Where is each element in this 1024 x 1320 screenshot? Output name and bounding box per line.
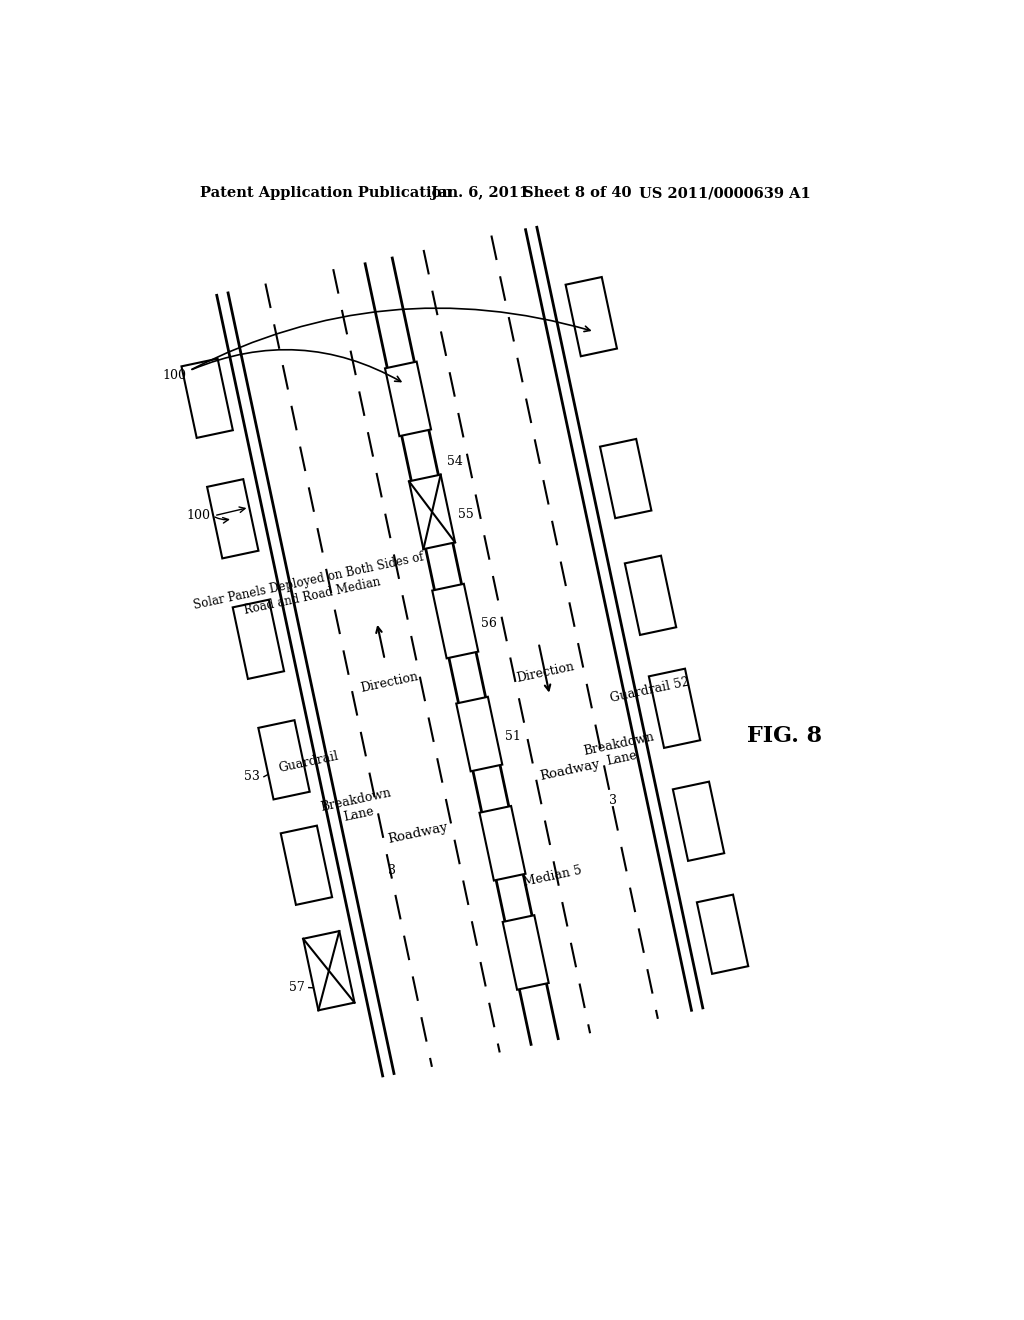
Polygon shape [479,807,525,880]
Text: 3: 3 [609,793,617,807]
Text: Guardrail 52: Guardrail 52 [608,676,690,705]
Polygon shape [625,556,676,635]
Text: Sheet 8 of 40: Sheet 8 of 40 [523,186,632,201]
Text: 3: 3 [388,865,396,878]
Text: 53: 53 [244,770,260,783]
Text: Direction: Direction [359,669,420,694]
Text: Guardrail: Guardrail [276,750,339,775]
Polygon shape [697,895,749,974]
Text: 55: 55 [458,508,473,521]
Text: US 2011/0000639 A1: US 2011/0000639 A1 [639,186,811,201]
Polygon shape [409,475,455,549]
Polygon shape [432,583,478,659]
Polygon shape [565,277,617,356]
Polygon shape [649,669,700,748]
Text: Breakdown
Lane: Breakdown Lane [583,730,658,772]
Text: 54: 54 [446,455,463,469]
Text: Direction: Direction [515,660,575,685]
Text: Roadway: Roadway [386,821,450,846]
Polygon shape [385,362,431,436]
Text: Patent Application Publication: Patent Application Publication [200,186,452,201]
Polygon shape [232,599,284,678]
Text: Breakdown
Lane: Breakdown Lane [318,787,395,829]
Text: 51: 51 [505,730,521,743]
Polygon shape [181,359,232,438]
Text: Roadway: Roadway [539,758,601,783]
Polygon shape [258,721,309,800]
Text: 100: 100 [186,510,210,523]
Polygon shape [207,479,258,558]
Text: 100: 100 [163,368,186,381]
Polygon shape [303,931,354,1010]
Polygon shape [281,825,332,906]
Text: Median 5: Median 5 [522,863,584,888]
Text: Solar Panels Deployed on Both Sides of
Road and Road Median: Solar Panels Deployed on Both Sides of R… [193,550,429,627]
Polygon shape [600,440,651,519]
Text: Jan. 6, 2011: Jan. 6, 2011 [431,186,529,201]
Text: 56: 56 [481,616,497,630]
Polygon shape [457,697,503,771]
Text: FIG. 8: FIG. 8 [748,725,822,747]
Polygon shape [503,915,549,990]
Polygon shape [673,781,724,861]
Text: 57: 57 [289,981,305,994]
